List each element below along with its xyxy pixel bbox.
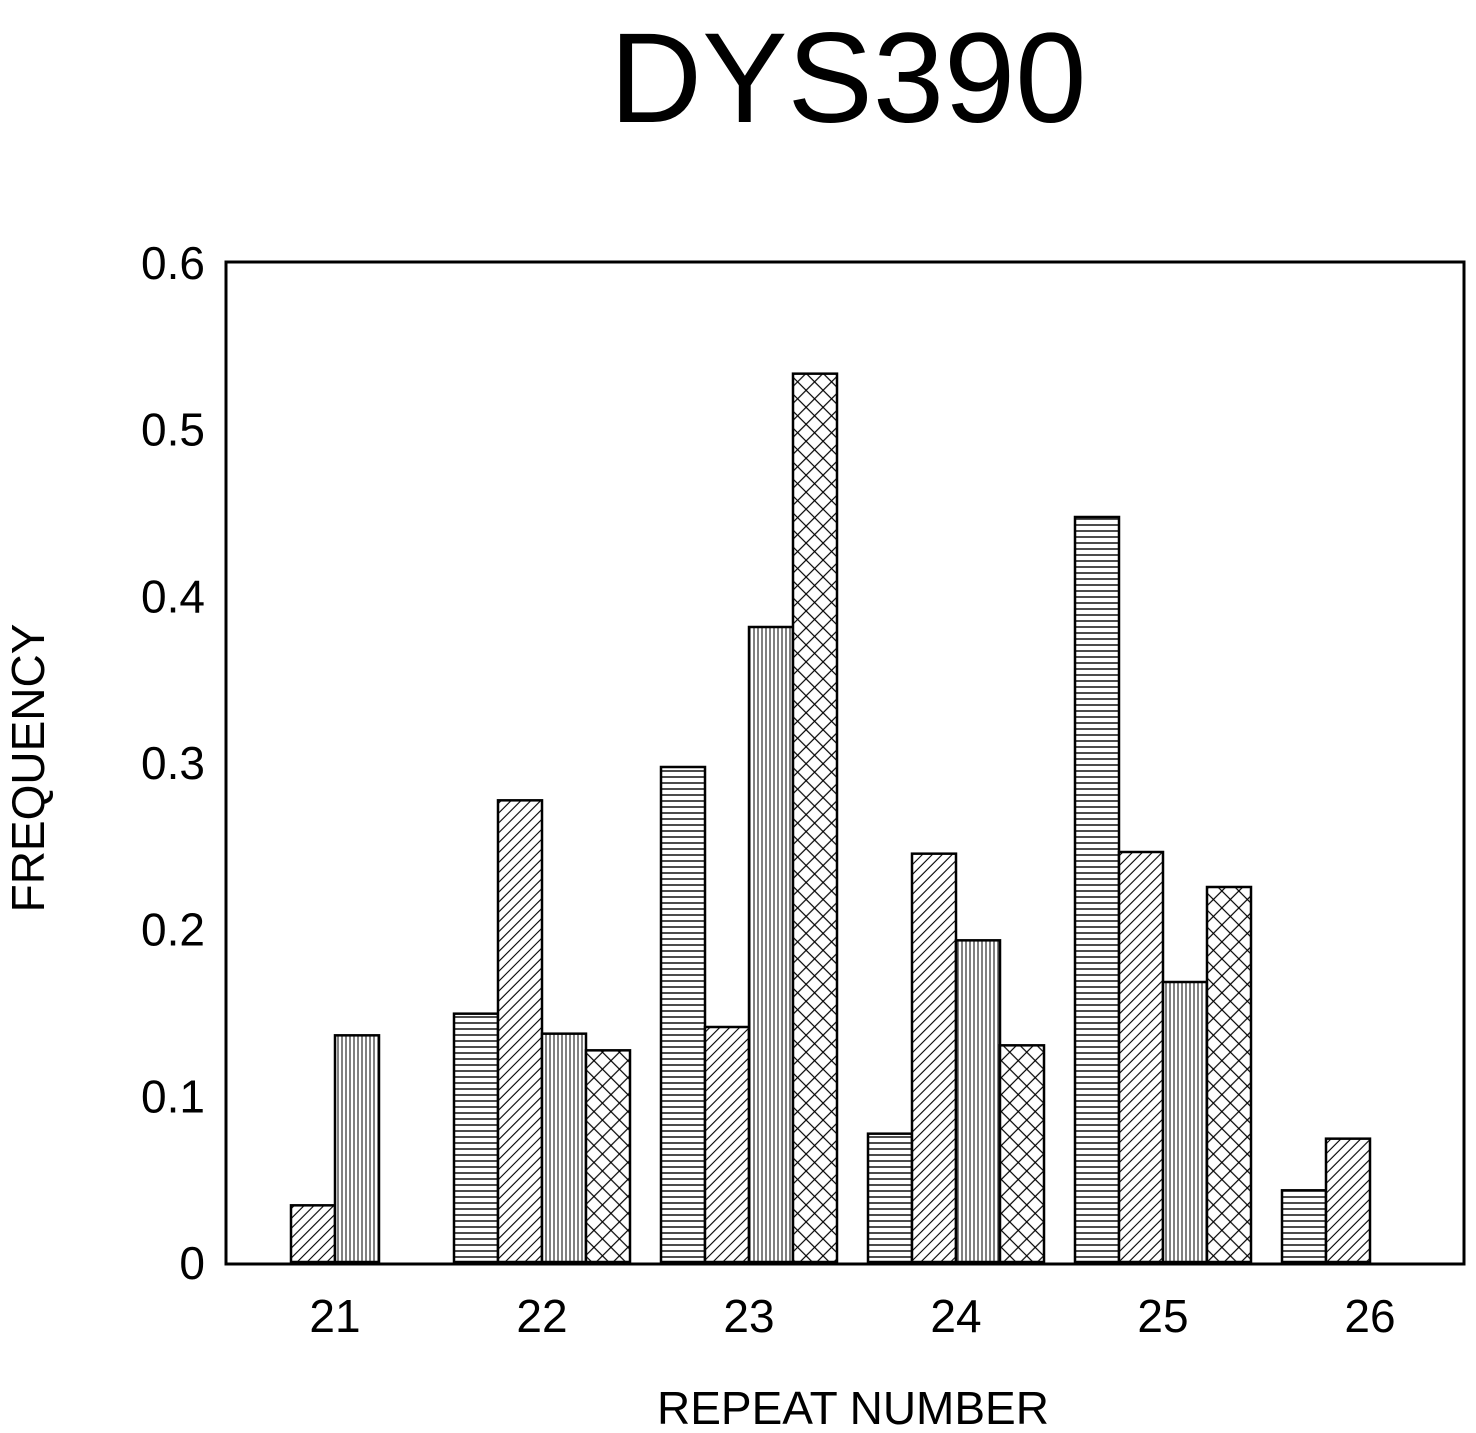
y-tick-label: 0.4: [141, 570, 205, 622]
bar-horizontal-22: [452, 1012, 500, 1264]
bar-crosshatch-22: [584, 1049, 632, 1264]
bar-horizontal-26: [1280, 1189, 1328, 1264]
bar-vertical-22: [540, 1032, 588, 1264]
bar-diagonal-21: [289, 1204, 337, 1264]
bar-vertical-25: [1161, 980, 1209, 1264]
bar-horizontal-23: [659, 765, 707, 1264]
bar-horizontal-25: [1073, 515, 1121, 1264]
y-tick-label: 0.6: [141, 237, 205, 289]
y-tick-label: 0: [179, 1237, 205, 1289]
bar-horizontal-24: [866, 1132, 914, 1264]
y-tick-label: 0.3: [141, 737, 205, 789]
y-axis-label: FREQUENCY: [2, 624, 54, 913]
bar-diagonal-23: [703, 1025, 751, 1264]
y-tick-label: 0.2: [141, 904, 205, 956]
y-axis-ticks: 0 0.1 0.2 0.3 0.4 0.5 0.6: [141, 237, 205, 1289]
bar-vertical-21: [333, 1034, 381, 1264]
bar-vertical-24: [954, 939, 1002, 1264]
bar-diagonal-24: [910, 852, 958, 1264]
x-tick-label: 24: [930, 1290, 981, 1342]
x-axis-label: REPEAT NUMBER: [657, 1382, 1049, 1433]
x-tick-label: 22: [516, 1290, 567, 1342]
bar-crosshatch-24: [998, 1044, 1046, 1264]
y-tick-label: 0.5: [141, 404, 205, 456]
x-tick-label: 26: [1344, 1290, 1395, 1342]
bar-diagonal-22: [496, 799, 544, 1264]
chart-title: DYS390: [610, 7, 1087, 150]
y-tick-label: 0.1: [141, 1070, 205, 1122]
bar-vertical-23: [747, 625, 795, 1264]
x-tick-label: 25: [1137, 1290, 1188, 1342]
bar-diagonal-25: [1117, 850, 1165, 1264]
x-axis-ticks: 21 22 23 24 25 26: [309, 1290, 1395, 1342]
bar-crosshatch-25: [1205, 885, 1253, 1264]
bar-diagonal-26: [1324, 1137, 1372, 1264]
x-tick-label: 21: [309, 1290, 360, 1342]
bar-crosshatch-23: [791, 372, 839, 1264]
x-tick-label: 23: [723, 1290, 774, 1342]
bars: [289, 372, 1372, 1264]
plot-area-frame: [224, 260, 1466, 1266]
